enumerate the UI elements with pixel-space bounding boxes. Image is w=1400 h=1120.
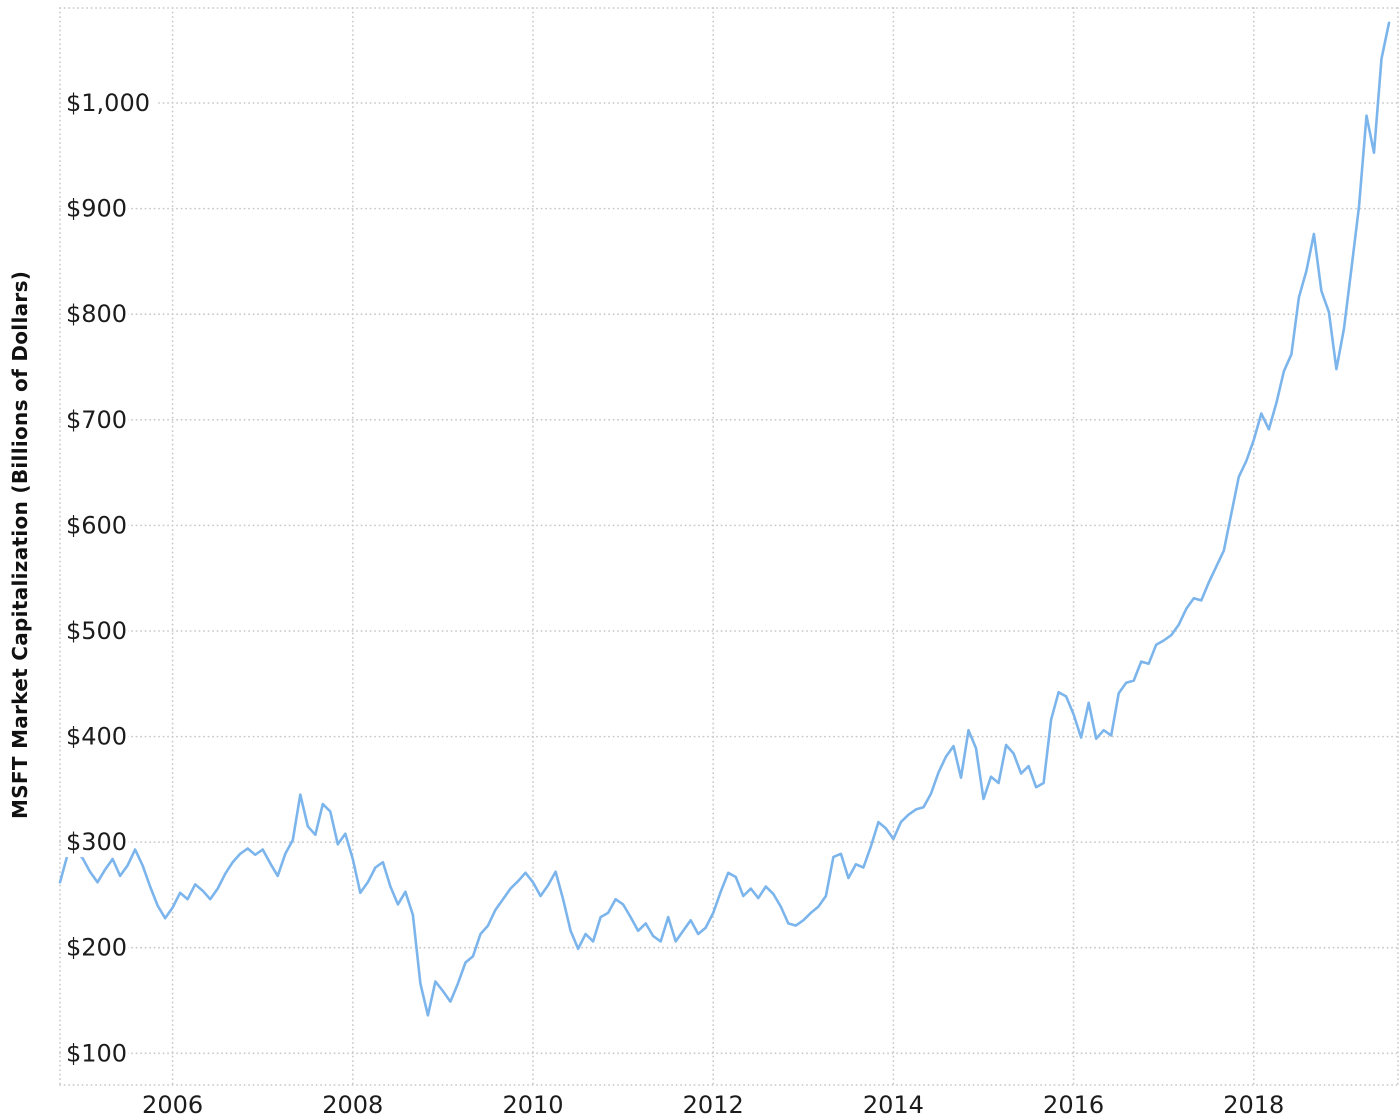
y-tick-label: $400 xyxy=(66,723,127,751)
x-tick-label: 2008 xyxy=(322,1091,383,1119)
msft-series-line xyxy=(58,21,1391,1017)
x-tick-label: 2018 xyxy=(1223,1091,1284,1119)
y-tick-label: $700 xyxy=(66,406,127,434)
y-tick-label: $300 xyxy=(66,828,127,856)
x-tick-label: 2014 xyxy=(863,1091,924,1119)
y-tick-label: $600 xyxy=(66,511,127,539)
axis-tick-labels: $100 $200 $300 $400 $500 $600 $700 $800 $900 $1,0… xyxy=(62,88,1284,1119)
y-tick-label: $200 xyxy=(66,934,127,962)
y-tick-label: $900 xyxy=(66,195,127,223)
gridlines xyxy=(59,7,1399,1086)
y-tick-label: $800 xyxy=(66,300,127,328)
x-tick-label: 2012 xyxy=(683,1091,744,1119)
x-tick-label: 2006 xyxy=(142,1091,203,1119)
y-tick-label: $100 xyxy=(66,1039,127,1067)
x-tick-label: 2010 xyxy=(502,1091,563,1119)
y-tick-label: $500 xyxy=(66,617,127,645)
x-tick-label: 2016 xyxy=(1043,1091,1104,1119)
y-tick-label: $1,000 xyxy=(66,89,150,117)
